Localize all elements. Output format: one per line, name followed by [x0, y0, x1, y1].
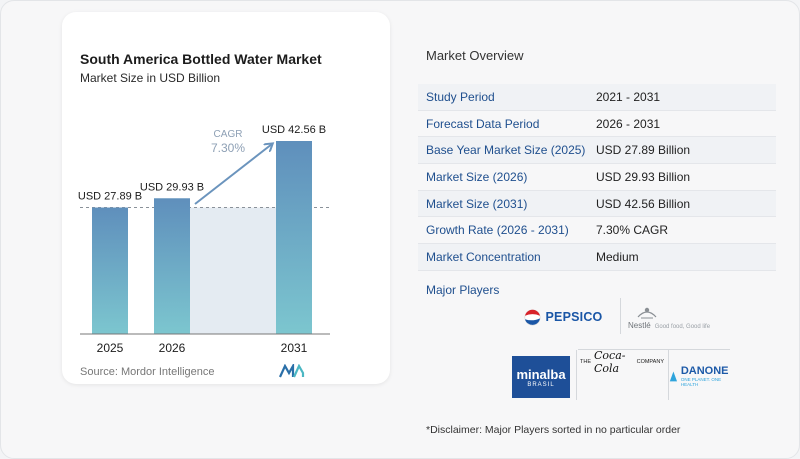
nestle-nest-icon — [637, 307, 657, 318]
bar-2031 — [276, 141, 312, 334]
overview-label: Base Year Market Size (2025) — [426, 143, 586, 158]
overview-row: Market Size (2031) USD 42.56 Billion — [418, 190, 776, 218]
bar-2025 — [92, 207, 128, 334]
overview-value: USD 27.89 Billion — [596, 143, 691, 158]
overview-row: Market Concentration Medium — [418, 244, 776, 271]
overview-row: Base Year Market Size (2025) USD 27.89 Bi… — [418, 137, 776, 165]
minalba-sub: BRASIL — [527, 381, 555, 388]
overview-label: Market Concentration — [426, 249, 541, 264]
cagr-value: 7.30% — [211, 141, 245, 155]
minalba-logo: minalba BRASIL — [512, 356, 570, 398]
overview-value: 2021 - 2031 — [596, 89, 661, 104]
coca-script: Coca-Cola — [594, 349, 626, 375]
coca-cola-logo: THE Coca-Cola COMPANY — [580, 349, 664, 375]
coca-the: THE — [580, 359, 591, 365]
nestle-tagline: Good food, Good life — [654, 323, 711, 330]
overview-value: Medium — [596, 249, 639, 264]
bar-value-label: USD 42.56 B — [262, 124, 326, 136]
overview-row: Market Size (2026) USD 29.93 Billion — [418, 164, 776, 191]
bar-chart: USD 27.89 B 2025 USD 29.93 B 2026 USD 42.56 … — [78, 124, 330, 355]
x-tick-label: 2026 — [159, 341, 186, 355]
pepsico-logo: PEPSICO — [513, 300, 613, 334]
logo-divider — [668, 350, 669, 400]
chart-subtitle: Market Size in USD Billion — [80, 71, 221, 85]
danone-icon — [669, 371, 678, 382]
overview-title: Market Overview — [426, 48, 524, 63]
overview-row: Growth Rate (2026 - 2031) 7.30% CAGR — [418, 217, 776, 245]
danone-tagline: ONE PLANET. ONE HEALTH — [680, 377, 722, 387]
overview-label: Study Period — [426, 89, 495, 104]
overview-table: Study Period 2021 - 2031 Forecast Data Pe… — [418, 84, 776, 271]
overview-row: Forecast Data Period 2026 - 2031 — [418, 111, 776, 138]
bar-value-label: USD 27.89 B — [78, 191, 142, 203]
overview-label: Market Size (2026) — [426, 169, 528, 184]
nestle-wordmark: Nestlé — [628, 320, 651, 330]
overview-label: Forecast Data Period — [426, 116, 540, 131]
logo-divider — [620, 298, 621, 334]
overview-row: Study Period 2021 - 2031 — [418, 84, 776, 111]
overview-value: 2026 - 2031 — [596, 116, 661, 131]
danone-wordmark: DANONE — [680, 365, 729, 377]
overview-value: USD 42.56 Billion — [596, 196, 691, 211]
pepsico-wordmark: PEPSICO — [545, 310, 603, 324]
nestle-logo: Nestlé Good food, Good life — [628, 298, 728, 334]
mordor-logo-icon — [279, 364, 305, 378]
major-players-title: Major Players — [426, 283, 500, 297]
minalba-wordmark: minalba — [516, 366, 566, 382]
disclaimer: *Disclaimer: Major Players sorted in no … — [426, 424, 681, 436]
reference-band — [190, 207, 276, 334]
coca-company: COMPANY — [636, 359, 664, 365]
chart-title: South America Bottled Water Market — [80, 51, 322, 67]
bar-value-label: USD 29.93 B — [140, 181, 204, 193]
overview-label: Growth Rate (2026 - 2031) — [426, 223, 569, 238]
logo-divider — [576, 350, 577, 400]
pepsi-globe-icon — [524, 309, 540, 325]
source-note: Source: Mordor Intelligence — [80, 366, 215, 378]
logo-divider-horizontal — [578, 349, 730, 350]
x-tick-label: 2025 — [97, 341, 124, 355]
cagr-arrow — [194, 144, 272, 205]
danone-logo: DANONE ONE PLANET. ONE HEALTH — [668, 358, 734, 394]
overview-value: USD 29.93 Billion — [596, 169, 691, 184]
bar-2026 — [154, 198, 190, 334]
cagr-label: CAGR — [214, 129, 243, 140]
overview-label: Market Size (2031) — [426, 196, 528, 211]
overview-value: 7.30% CAGR — [596, 223, 669, 238]
x-tick-label: 2031 — [281, 341, 308, 355]
